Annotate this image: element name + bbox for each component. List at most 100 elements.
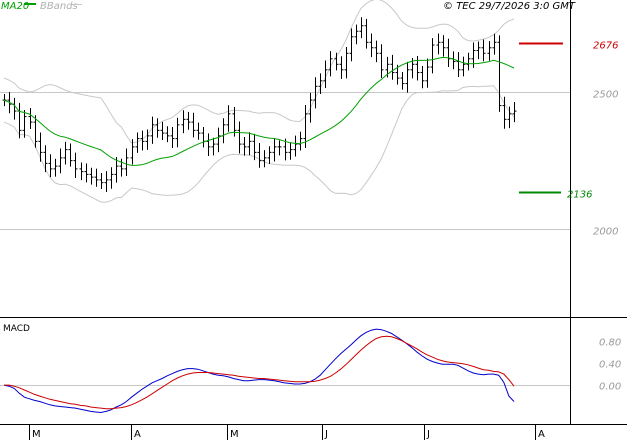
ohlc-bar xyxy=(349,28,354,62)
ohlc-bar xyxy=(359,17,364,39)
ohlc-bar xyxy=(267,146,272,164)
month-label: J xyxy=(426,429,430,440)
ohlc-bar xyxy=(226,105,231,132)
ohlc-bar xyxy=(257,143,262,168)
ohlc-bar xyxy=(89,167,94,185)
ohlc-bar xyxy=(135,132,140,153)
ohlc-bar xyxy=(400,72,405,90)
ohlc-bar xyxy=(160,121,165,140)
ohlc-bar xyxy=(68,143,73,167)
ohlc-bar xyxy=(441,35,446,57)
ohlc-bar xyxy=(374,40,379,63)
ohlc-bar xyxy=(201,127,206,148)
ohlc-bar xyxy=(298,131,303,151)
ohlc-bar xyxy=(191,112,196,138)
ohlc-bar xyxy=(461,56,466,77)
timestamp: © TEC 29/7/2026 3:0 GMT xyxy=(443,1,576,12)
ohlc-bar xyxy=(130,139,135,165)
ohlc-bar xyxy=(104,171,109,192)
ohlc-bar xyxy=(79,162,84,181)
ohlc-bar xyxy=(395,64,400,85)
ohlc-bar xyxy=(405,61,410,93)
ohlc-bar xyxy=(53,158,58,177)
ohlc-bar xyxy=(186,111,191,130)
ohlc-bar xyxy=(451,51,456,70)
ohlc-bar xyxy=(379,44,384,79)
ohlc-bar xyxy=(466,52,471,71)
macd-axis-tick-label: 0.40 xyxy=(599,360,621,371)
macd-axis-tick-label: 0.00 xyxy=(599,382,621,393)
ohlc-bar xyxy=(487,41,492,61)
ohlc-bar xyxy=(242,136,247,156)
ohlc-bar xyxy=(303,105,308,148)
ohlc-bar xyxy=(252,133,257,161)
ohlc-bar xyxy=(277,140,282,156)
ohlc-bar xyxy=(73,152,78,178)
ohlc-bar xyxy=(84,163,89,183)
ohlc-bar xyxy=(436,33,441,55)
ohlc-bar xyxy=(206,133,211,156)
ohlc-bar xyxy=(124,148,129,177)
ohlc-bar xyxy=(308,92,313,123)
ohlc-bar xyxy=(456,52,461,77)
ohlc-bar xyxy=(181,110,186,134)
ohlc-bar xyxy=(33,115,38,148)
ohlc-bar xyxy=(58,148,63,174)
ohlc-bar xyxy=(262,150,267,168)
price-axis-tick-label: 2000 xyxy=(593,227,618,238)
ohlc-bar xyxy=(28,108,33,129)
support-label: 2136 xyxy=(567,190,592,201)
ohlc-bar xyxy=(318,73,323,95)
ohlc-bar xyxy=(502,96,507,129)
ohlc-bar xyxy=(354,24,359,45)
ohlc-bar xyxy=(415,56,420,81)
ohlc-bar xyxy=(150,116,155,144)
ohlc-bar xyxy=(175,117,180,148)
ohlc-bar xyxy=(170,127,175,148)
ohlc-bar xyxy=(512,102,517,123)
ohlc-bar xyxy=(313,77,318,109)
resistance-label: 2676 xyxy=(593,41,618,52)
ohlc-bar xyxy=(328,51,333,77)
macd-line xyxy=(3,328,515,414)
ohlc-bar xyxy=(481,39,486,62)
bbands-legend-swatch xyxy=(72,4,82,5)
ohlc-bar xyxy=(22,109,27,138)
ohlc-bar xyxy=(155,118,160,138)
ohlc-bar xyxy=(430,38,435,74)
ohlc-bar xyxy=(476,41,481,60)
signal-line xyxy=(4,335,515,410)
ohlc-bar xyxy=(48,154,53,178)
ma-legend-swatch xyxy=(24,3,36,5)
ohlc-bar xyxy=(221,118,226,144)
ohlc-bar xyxy=(196,122,201,140)
ohlc-bar xyxy=(211,137,216,156)
ohlc-bar xyxy=(339,56,344,79)
ohlc-bar xyxy=(140,130,145,151)
ohlc-bar xyxy=(420,65,425,89)
ohlc-bar xyxy=(293,135,298,157)
ohlc-bar xyxy=(364,18,369,49)
ohlc-bar xyxy=(43,145,48,173)
ohlc-bar xyxy=(232,106,237,137)
month-label: J xyxy=(324,429,328,440)
ma-legend-label: MA20 xyxy=(1,1,29,12)
ohlc-bar xyxy=(446,38,451,68)
ohlc-bar xyxy=(63,141,68,165)
month-label: A xyxy=(538,429,545,440)
macd-title: MACD xyxy=(3,324,30,334)
ohlc-bar xyxy=(12,97,17,120)
ohlc-bar xyxy=(507,106,512,129)
macd-axis-tick-label: 0.80 xyxy=(599,338,621,349)
ohlc-bar xyxy=(288,143,293,160)
ohlc-bar xyxy=(247,132,252,156)
ohlc-bar xyxy=(145,129,150,150)
ohlc-bar xyxy=(272,138,277,162)
ohlc-bar xyxy=(425,58,430,88)
ohlc-bar xyxy=(497,35,502,112)
ohlc-bar xyxy=(237,121,242,154)
ohlc-bar xyxy=(38,132,43,162)
ohlc-bar xyxy=(369,33,374,58)
month-label: A xyxy=(134,429,141,440)
